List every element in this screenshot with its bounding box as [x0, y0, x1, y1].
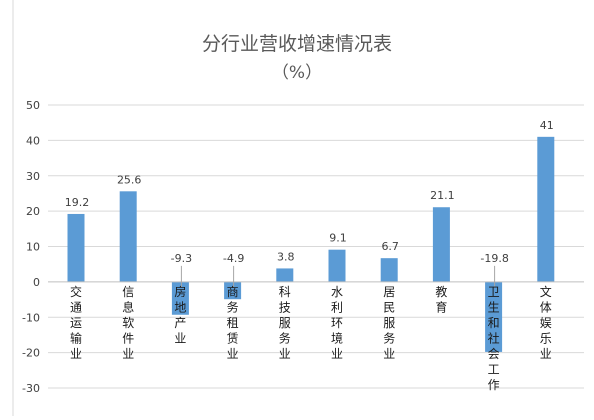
bar [380, 258, 398, 282]
y-tick-label: 10 [26, 241, 40, 254]
y-tick-label: 0 [33, 276, 40, 289]
data-label: -9.3 [171, 252, 192, 265]
y-axis-ticks: -30 -20 -10 0 10 20 30 40 50 [22, 99, 40, 395]
y-tick-label: -30 [22, 382, 40, 395]
bar [328, 249, 346, 282]
data-label: 25.6 [117, 173, 142, 186]
data-label: 41 [540, 119, 554, 132]
y-tick-label: -10 [22, 311, 40, 324]
category-label: 房地产业 [174, 284, 186, 346]
category-label: 交通运输业 [70, 284, 82, 361]
data-label: 21.1 [430, 189, 455, 202]
bar [276, 268, 294, 282]
bar [432, 207, 450, 282]
bar [224, 281, 242, 300]
data-label: 3.8 [277, 250, 295, 263]
bar [119, 191, 137, 282]
data-label: 9.1 [329, 232, 347, 245]
data-label: -4.9 [223, 252, 244, 265]
category-label: 卫生和社会工作 [488, 285, 500, 392]
bar [67, 213, 85, 282]
bar [537, 136, 555, 282]
data-label: 6.7 [381, 240, 399, 253]
category-label: 科技服务业 [279, 285, 291, 361]
category-labels: 交通运输业 信息软件业 房地产业 商务租赁业 科技服务业 水利环境业 居民服务业 教育 卫生和社… [70, 284, 552, 392]
y-tick-label: 20 [26, 205, 40, 218]
y-tick-label: 30 [26, 170, 40, 183]
category-label: 文体娱乐业 [540, 284, 552, 361]
category-label: 水利环境业 [331, 285, 343, 361]
bar [485, 281, 503, 352]
y-tick-label: -20 [22, 347, 40, 360]
gridlines [48, 104, 584, 389]
category-label: 商务租赁业 [227, 284, 239, 361]
category-label: 教育 [435, 284, 447, 315]
chart-subtitle: （%） [272, 63, 322, 83]
y-tick-label: 40 [26, 134, 40, 147]
category-label: 居民服务业 [383, 285, 395, 361]
bars [67, 136, 555, 352]
label-leaders [180, 265, 496, 287]
y-tick-label: 50 [26, 99, 40, 112]
category-label: 信息软件业 [122, 285, 134, 361]
bar [171, 281, 189, 315]
data-label: 19.2 [65, 196, 90, 209]
data-label: -19.8 [480, 252, 508, 265]
data-labels: 19.2 25.6 -9.3 -4.9 3.8 9.1 6.7 21.1 -19.8 41 [65, 119, 554, 265]
chart-title: 分行业营收增速情况表 [202, 33, 392, 55]
